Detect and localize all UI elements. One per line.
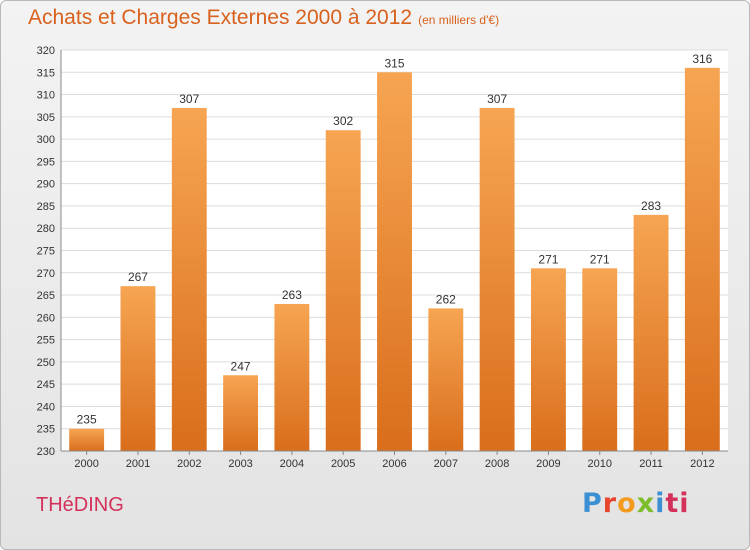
bar-value-label: 316 bbox=[692, 52, 712, 66]
bar-value-label: 247 bbox=[231, 359, 251, 373]
y-tick-label: 245 bbox=[37, 379, 55, 391]
bar-value-label: 307 bbox=[179, 92, 199, 106]
commune-name: THéDING bbox=[36, 494, 124, 516]
bar bbox=[633, 214, 669, 451]
x-tick-label: 2001 bbox=[126, 458, 150, 470]
x-tick-label: 2008 bbox=[485, 458, 509, 470]
bar bbox=[223, 375, 259, 451]
y-tick-label: 270 bbox=[37, 268, 55, 280]
bar-value-label: 267 bbox=[128, 270, 148, 284]
y-tick-label: 305 bbox=[37, 112, 55, 124]
bar bbox=[684, 67, 720, 452]
bar-value-label: 271 bbox=[538, 252, 558, 266]
y-axis-ticks: 230 235 240 245 250 255 260 265 270 275 280 285 290 2… bbox=[37, 45, 55, 458]
bar bbox=[582, 268, 618, 451]
y-tick-label: 275 bbox=[37, 246, 55, 258]
chart-title: Achats et Charges Externes 2000 à 2012 (e… bbox=[28, 6, 499, 30]
y-tick-label: 285 bbox=[37, 201, 55, 213]
logo-letter: i bbox=[655, 488, 666, 519]
bar bbox=[171, 107, 207, 451]
x-tick-label: 2003 bbox=[228, 458, 252, 470]
logo-letter: P bbox=[582, 488, 603, 519]
bar-value-label: 263 bbox=[282, 288, 302, 302]
chart-title-text: Achats et Charges Externes 2000 à 2012 bbox=[28, 6, 413, 29]
y-tick-label: 300 bbox=[37, 134, 55, 146]
bar-value-label: 302 bbox=[333, 114, 353, 128]
bar bbox=[530, 268, 566, 451]
x-tick-label: 2010 bbox=[587, 458, 611, 470]
x-tick-label: 2006 bbox=[382, 458, 406, 470]
x-tick-label: 2007 bbox=[434, 458, 458, 470]
bar-value-label: 262 bbox=[436, 292, 456, 306]
y-tick-label: 260 bbox=[37, 312, 55, 324]
y-tick-label: 235 bbox=[37, 424, 55, 436]
x-tick-label: 2000 bbox=[74, 458, 98, 470]
bar bbox=[274, 303, 310, 451]
bar bbox=[377, 72, 412, 452]
x-tick-label: 2012 bbox=[690, 458, 714, 470]
bar bbox=[325, 130, 361, 451]
y-tick-label: 230 bbox=[37, 446, 55, 458]
x-tick-label: 2004 bbox=[280, 458, 304, 470]
y-tick-label: 250 bbox=[37, 357, 55, 369]
logo-letter: x bbox=[636, 488, 656, 519]
y-tick-label: 280 bbox=[37, 223, 55, 235]
x-tick-label: 2009 bbox=[536, 458, 560, 470]
bar bbox=[428, 308, 464, 451]
y-tick-label: 240 bbox=[37, 401, 55, 413]
chart-subtitle: (en milliers d'€) bbox=[418, 13, 500, 27]
y-tick-label: 255 bbox=[37, 335, 55, 347]
y-tick-label: 290 bbox=[37, 179, 55, 191]
bar-value-label: 235 bbox=[77, 413, 97, 427]
bar bbox=[69, 428, 105, 451]
bar-value-label: 315 bbox=[384, 56, 404, 70]
logo-letter: r bbox=[602, 488, 618, 519]
y-tick-label: 295 bbox=[37, 156, 55, 168]
y-tick-label: 265 bbox=[37, 290, 55, 302]
bar-value-label: 283 bbox=[641, 199, 661, 213]
logo-letter: ti bbox=[665, 488, 690, 519]
bar bbox=[120, 286, 156, 451]
bar-value-label: 271 bbox=[590, 252, 610, 266]
bars: 235 267 307 247 263 302 315 262 307 271 271 283 316 bbox=[69, 52, 720, 452]
x-tick-label: 2002 bbox=[177, 458, 201, 470]
y-tick-label: 320 bbox=[37, 45, 55, 57]
proxiti-logo: Proxiti bbox=[582, 488, 690, 519]
bar bbox=[479, 107, 515, 451]
y-tick-label: 310 bbox=[37, 90, 55, 102]
bar-value-label: 307 bbox=[487, 92, 507, 106]
x-tick-label: 2005 bbox=[331, 458, 355, 470]
y-tick-label: 315 bbox=[37, 67, 55, 79]
x-axis-ticks: 2000 2001 2002 2003 2004 2005 2006 2007 2008 2009… bbox=[74, 451, 715, 470]
logo-letter: o bbox=[617, 488, 637, 519]
x-tick-label: 2011 bbox=[639, 458, 663, 470]
